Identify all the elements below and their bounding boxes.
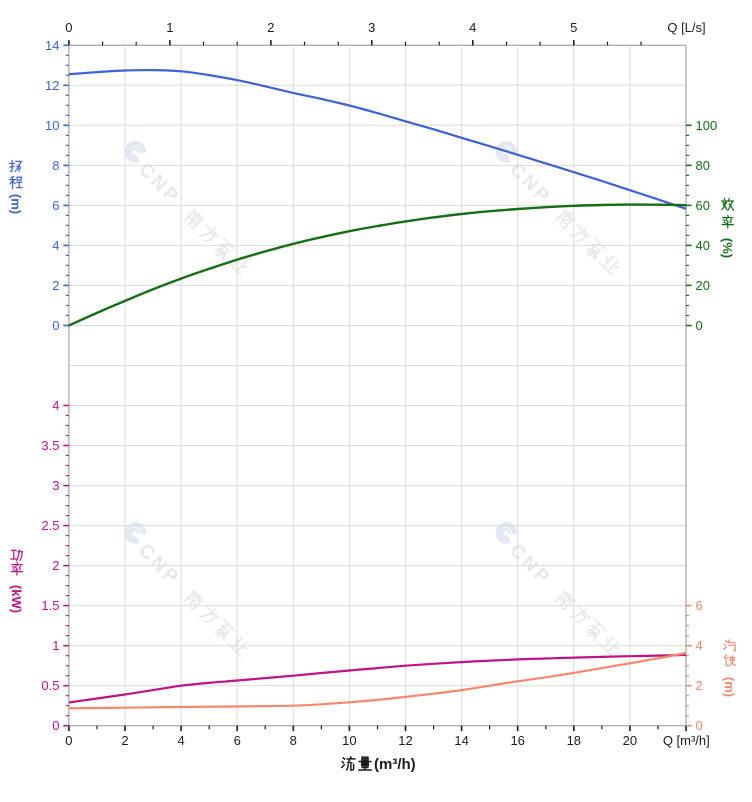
svg-text:0: 0 (65, 20, 72, 35)
svg-text:4: 4 (696, 638, 703, 653)
svg-text:1: 1 (166, 20, 173, 35)
svg-text:5: 5 (570, 20, 577, 35)
svg-text:1: 1 (52, 638, 59, 653)
svg-text:40: 40 (696, 238, 710, 253)
svg-text:(m): (m) (9, 194, 24, 214)
svg-text:2: 2 (696, 678, 703, 693)
svg-text:20: 20 (696, 278, 710, 293)
svg-text:6: 6 (52, 198, 59, 213)
svg-text:(m): (m) (722, 677, 737, 697)
svg-text:4: 4 (52, 398, 59, 413)
svg-text:1.5: 1.5 (41, 598, 59, 613)
svg-text:80: 80 (696, 158, 710, 173)
svg-text:0: 0 (696, 318, 703, 333)
svg-text:3.5: 3.5 (41, 438, 59, 453)
svg-text:20: 20 (623, 733, 637, 748)
svg-text:0: 0 (696, 718, 703, 733)
svg-text:8: 8 (290, 733, 297, 748)
svg-text:2: 2 (121, 733, 128, 748)
svg-text:2: 2 (267, 20, 274, 35)
svg-text:12: 12 (45, 78, 59, 93)
svg-text:(kW): (kW) (9, 585, 24, 613)
svg-text:Q [L/s]: Q [L/s] (667, 20, 705, 35)
svg-text:(m³/h): (m³/h) (374, 756, 416, 773)
svg-text:2: 2 (52, 278, 59, 293)
svg-text:Q [m³/h]: Q [m³/h] (663, 733, 710, 748)
svg-text:16: 16 (510, 733, 524, 748)
svg-text:100: 100 (696, 118, 718, 133)
svg-text:10: 10 (45, 118, 59, 133)
svg-text:2: 2 (52, 558, 59, 573)
svg-text:6: 6 (696, 598, 703, 613)
svg-text:0: 0 (52, 318, 59, 333)
svg-text:14: 14 (45, 38, 59, 53)
svg-text:4: 4 (177, 733, 184, 748)
svg-text:(%): (%) (720, 238, 735, 258)
svg-text:12: 12 (398, 733, 412, 748)
svg-text:4: 4 (52, 238, 59, 253)
svg-text:6: 6 (234, 733, 241, 748)
svg-text:14: 14 (454, 733, 468, 748)
svg-text:10: 10 (342, 733, 356, 748)
svg-text:2.5: 2.5 (41, 518, 59, 533)
svg-text:0: 0 (52, 718, 59, 733)
svg-text:8: 8 (52, 158, 59, 173)
svg-text:60: 60 (696, 198, 710, 213)
svg-text:3: 3 (52, 478, 59, 493)
svg-text:0: 0 (65, 733, 72, 748)
svg-text:18: 18 (567, 733, 581, 748)
svg-text:4: 4 (469, 20, 476, 35)
svg-text:3: 3 (368, 20, 375, 35)
svg-text:0.5: 0.5 (41, 678, 59, 693)
